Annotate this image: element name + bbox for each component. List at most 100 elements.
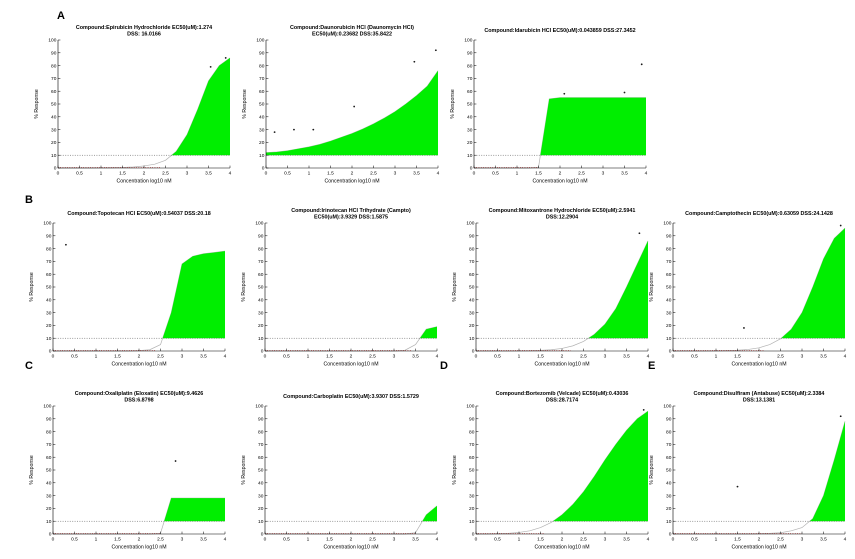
x-tick-label: 0 [52, 354, 55, 360]
x-axis-label: Concentration log10 nM [731, 362, 786, 368]
axes [264, 223, 437, 352]
x-tick-label: 1 [95, 354, 98, 360]
dose-response-plot-oxaliplatin: 0 10 20 30 40 50 60 70 80 90 100 0 0.5 1 1.5 2 2.5 3 3.5 4%… [25, 388, 235, 559]
x-tick-label: 1.5 [114, 537, 121, 543]
x-tick-label: 2 [561, 537, 564, 543]
y-tick-label: 60 [469, 455, 475, 461]
x-tick-label: 3 [394, 171, 397, 177]
y-tick-label: 20 [46, 323, 52, 329]
y-tick-label: 10 [46, 519, 52, 525]
x-tick-label: 0.5 [691, 354, 698, 360]
plot-svg-epirubicin: 0 10 20 30 40 50 60 70 80 90 100 0 0.5 1 1.5 2 2.5 3 3.5 4%… [34, 25, 232, 185]
y-tick-label: 70 [46, 442, 52, 448]
y-tick-label: 60 [469, 272, 475, 278]
plot-subtitle: EC50(uM):0.23682 DSS:35.8422 [312, 32, 392, 38]
x-tick-label: 2 [350, 537, 353, 543]
y-axis-label: % Response [241, 455, 247, 485]
x-tick-label: 0 [265, 171, 268, 177]
y-tick-label: 60 [46, 272, 52, 278]
plot-subtitle: DSS:12.2904 [546, 215, 578, 221]
plot-svg-carboplatin: 0 10 20 30 40 50 60 70 80 90 100 0 0.5 1 1.5 2 2.5 3 3.5 4%… [241, 394, 439, 551]
data-point [174, 460, 177, 462]
y-tick-label: 90 [467, 51, 473, 57]
data-point [638, 232, 641, 235]
x-tick-label: 4 [224, 354, 227, 360]
panel-label-e: E [648, 360, 656, 372]
plot-svg-mitoxantrone: 0 10 20 30 40 50 60 70 80 90 100 0 0.5 1 1.5 2 2.5 3 3.5 4%… [452, 208, 650, 368]
x-axis-label: Concentration log10 nM [323, 545, 378, 551]
x-tick-label: 4 [844, 537, 847, 543]
x-tick-label: 0.5 [76, 171, 83, 177]
y-tick-label: 90 [258, 234, 264, 240]
x-tick-label: 1.5 [537, 537, 544, 543]
y-tick-label: 10 [666, 336, 672, 342]
x-tick-label: 3 [801, 354, 804, 360]
y-tick-label: 30 [258, 493, 264, 499]
dose-response-plot-bortezomib: 0 10 20 30 40 50 60 70 80 90 100 0 0.5 1 1.5 2 2.5 3 3.5 4%… [448, 388, 658, 559]
y-tick-label: 60 [51, 89, 57, 95]
y-tick-label: 100 [663, 221, 671, 227]
y-tick-label: 20 [51, 140, 57, 146]
dss-area [553, 411, 648, 522]
y-tick-label: 70 [258, 442, 264, 448]
y-tick-label: 20 [46, 506, 52, 512]
x-axis-label: Concentration log10 nM [532, 179, 587, 185]
x-tick-label: 0 [672, 354, 675, 360]
y-tick-label: 40 [46, 481, 52, 487]
x-tick-label: 4 [844, 354, 847, 360]
data-point [312, 128, 315, 131]
y-tick-label: 0 [49, 532, 52, 538]
y-tick-label: 100 [43, 404, 51, 410]
dose-response-plot-daunorubicin: 0 10 20 30 40 50 60 70 80 90 100 0 0.5 1 1.5 2 2.5 3 3.5 4%… [238, 22, 448, 194]
x-tick-label: 3 [181, 354, 184, 360]
x-tick-label: 3 [801, 537, 804, 543]
x-tick-label: 0 [473, 171, 476, 177]
x-tick-label: 0.5 [492, 171, 499, 177]
x-tick-label: 2.5 [369, 537, 376, 543]
x-tick-label: 4 [436, 354, 439, 360]
y-tick-label: 30 [46, 310, 52, 316]
y-tick-label: 90 [666, 234, 672, 240]
y-tick-label: 90 [46, 234, 52, 240]
y-tick-label: 20 [258, 506, 264, 512]
y-tick-label: 60 [259, 89, 265, 95]
y-tick-label: 90 [259, 51, 265, 57]
x-tick-label: 2 [143, 171, 146, 177]
x-tick-label: 2.5 [777, 354, 784, 360]
y-tick-label: 70 [666, 259, 672, 265]
plot-title: Compound:Epirubicin Hydrochloride EC50(u… [76, 25, 212, 31]
y-tick-label: 50 [666, 285, 672, 291]
y-tick-label: 0 [472, 532, 475, 538]
y-tick-label: 60 [258, 455, 264, 461]
x-tick-label: 3 [181, 537, 184, 543]
y-tick-label: 70 [467, 76, 473, 82]
plot-subtitle: DSS:13.1381 [743, 398, 775, 404]
x-tick-label: 0 [264, 537, 267, 543]
y-tick-label: 50 [258, 285, 264, 291]
plot-title: Compound:Irinotecan HCl Trihydrate (Camp… [291, 208, 411, 214]
x-tick-label: 1.5 [326, 537, 333, 543]
y-tick-label: 20 [259, 140, 265, 146]
y-tick-label: 30 [666, 310, 672, 316]
x-tick-label: 3 [186, 171, 189, 177]
y-tick-label: 0 [261, 349, 264, 355]
x-tick-label: 2 [138, 537, 141, 543]
dose-response-plot-disulfiram: 0 10 20 30 40 50 60 70 80 90 100 0 0.5 1 1.5 2 2.5 3 3.5 4%… [645, 388, 855, 559]
data-point [736, 485, 739, 488]
y-tick-label: 60 [666, 272, 672, 278]
dose-response-plot-epirubicin: 0 10 20 30 40 50 60 70 80 90 100 0 0.5 1 1.5 2 2.5 3 3.5 4%… [30, 22, 240, 194]
dss-area [171, 57, 230, 156]
y-tick-label: 20 [258, 323, 264, 329]
x-tick-label: 2.5 [157, 354, 164, 360]
y-tick-label: 40 [469, 298, 475, 304]
y-tick-label: 50 [467, 102, 473, 108]
x-tick-label: 1.5 [114, 354, 121, 360]
y-tick-label: 40 [259, 115, 265, 121]
x-tick-label: 0 [475, 354, 478, 360]
y-tick-label: 40 [51, 115, 57, 121]
plot-svg-bortezomib: 0 10 20 30 40 50 60 70 80 90 100 0 0.5 1 1.5 2 2.5 3 3.5 4%… [452, 391, 650, 551]
x-tick-label: 0 [57, 171, 60, 177]
x-tick-label: 2 [561, 354, 564, 360]
data-point [273, 131, 276, 134]
